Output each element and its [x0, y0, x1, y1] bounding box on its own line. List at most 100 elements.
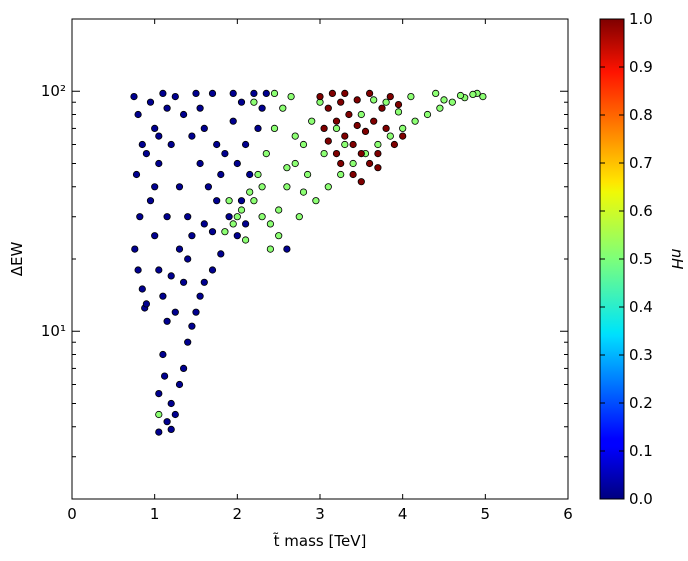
data-point-0-62 [200, 124, 208, 132]
data-point-1-12 [262, 150, 270, 158]
data-point-1-43 [432, 89, 440, 98]
data-point-0-21 [167, 399, 175, 408]
data-point-0-34 [217, 250, 225, 258]
data-point-0-6 [134, 266, 142, 274]
data-point-0-18 [159, 350, 167, 359]
x-tick-label-5: 5 [481, 505, 491, 523]
data-point-0-79 [163, 213, 171, 221]
data-point-0-59 [208, 89, 217, 98]
data-point-0-0 [130, 93, 138, 101]
data-point-1-22 [324, 183, 332, 191]
data-point-2-29 [337, 159, 345, 168]
data-point-1-19 [275, 232, 283, 240]
x-tick-label-0: 0 [67, 505, 77, 523]
colorbar-tick-label-1: 0.1 [629, 442, 653, 460]
data-point-0-47 [237, 98, 246, 106]
data-point-0-11 [151, 124, 159, 132]
data-point-1-35 [479, 93, 487, 101]
data-point-0-49 [246, 170, 254, 179]
data-point-0-29 [188, 322, 196, 330]
data-point-0-70 [283, 245, 291, 253]
data-point-0-71 [180, 278, 188, 286]
data-point-1-36 [469, 90, 477, 99]
y-tick-label-0: 10¹ [41, 322, 66, 340]
data-point-1-40 [357, 110, 365, 119]
data-point-1-30 [423, 110, 432, 119]
data-point-2-14 [378, 104, 386, 112]
data-point-0-14 [151, 232, 159, 240]
data-point-0-78 [213, 140, 221, 149]
y-axis-label: ΔEW [8, 242, 26, 277]
data-point-0-52 [258, 104, 266, 112]
colorbar-tick-label-9: 0.9 [629, 58, 653, 76]
data-point-0-1 [134, 110, 142, 119]
data-point-2-16 [320, 124, 328, 132]
data-point-0-10 [146, 98, 155, 106]
data-point-1-13 [254, 170, 262, 179]
data-point-0-61 [159, 89, 167, 98]
colorbar-tick-label-3: 0.3 [629, 346, 653, 364]
data-point-2-15 [386, 93, 394, 101]
data-point-2-1 [324, 104, 332, 112]
data-point-1-23 [337, 170, 345, 179]
data-point-1-57 [270, 89, 279, 98]
data-point-0-54 [225, 213, 233, 221]
data-point-1-27 [386, 132, 394, 140]
data-point-1-49 [155, 410, 163, 419]
data-point-1-46 [299, 188, 308, 196]
data-point-1-41 [382, 98, 390, 106]
data-point-1-20 [295, 213, 303, 221]
data-point-0-55 [233, 232, 241, 240]
colorbar-tick-label-7: 0.7 [629, 154, 653, 172]
data-point-1-9 [270, 124, 279, 132]
data-point-0-28 [184, 338, 192, 346]
data-point-1-38 [440, 96, 448, 104]
data-point-0-42 [167, 272, 175, 280]
data-point-0-3 [132, 170, 141, 179]
data-point-0-24 [167, 425, 175, 433]
data-point-0-26 [175, 380, 184, 389]
data-point-0-58 [192, 89, 200, 98]
data-point-0-57 [242, 220, 250, 228]
data-point-0-19 [161, 372, 169, 380]
data-point-0-69 [217, 170, 225, 179]
data-point-1-1 [258, 213, 266, 221]
data-point-1-37 [456, 91, 465, 100]
data-point-1-2 [266, 220, 274, 228]
data-point-2-28 [324, 137, 332, 145]
data-point-0-39 [204, 183, 212, 191]
data-point-1-56 [250, 98, 258, 106]
data-point-2-20 [374, 150, 382, 158]
data-point-2-17 [332, 150, 341, 158]
x-tick-label-6: 6 [563, 505, 573, 523]
data-point-2-6 [365, 159, 374, 168]
data-point-1-48 [291, 132, 299, 140]
data-point-2-9 [337, 98, 345, 106]
data-point-0-9 [142, 300, 150, 308]
scatter-points [130, 89, 487, 436]
data-point-0-67 [142, 150, 150, 158]
data-point-0-45 [221, 150, 229, 158]
data-point-1-11 [287, 93, 295, 101]
colorbar-ticks: 0.0 0.1 0.2 0.3 0.4 0.5 0.6 0.7 0.8 0.9 1.0 [600, 10, 653, 508]
data-point-0-33 [208, 266, 217, 274]
data-point-0-25 [163, 418, 171, 426]
data-point-0-13 [146, 197, 155, 205]
data-point-2-2 [332, 117, 341, 125]
data-point-0-51 [254, 124, 262, 132]
x-tick-label-1: 1 [150, 505, 160, 523]
data-point-1-7 [308, 117, 316, 125]
data-point-0-56 [237, 197, 246, 205]
data-point-0-7 [138, 285, 146, 293]
data-point-2-10 [345, 110, 353, 119]
data-point-0-22 [171, 410, 179, 419]
data-point-1-29 [411, 117, 419, 125]
data-point-0-41 [175, 245, 184, 253]
data-point-0-75 [155, 132, 163, 140]
data-point-1-0 [250, 197, 258, 205]
data-point-2-23 [399, 132, 407, 140]
data-point-0-12 [155, 159, 163, 168]
data-point-0-73 [184, 255, 192, 263]
data-point-2-27 [394, 101, 403, 109]
